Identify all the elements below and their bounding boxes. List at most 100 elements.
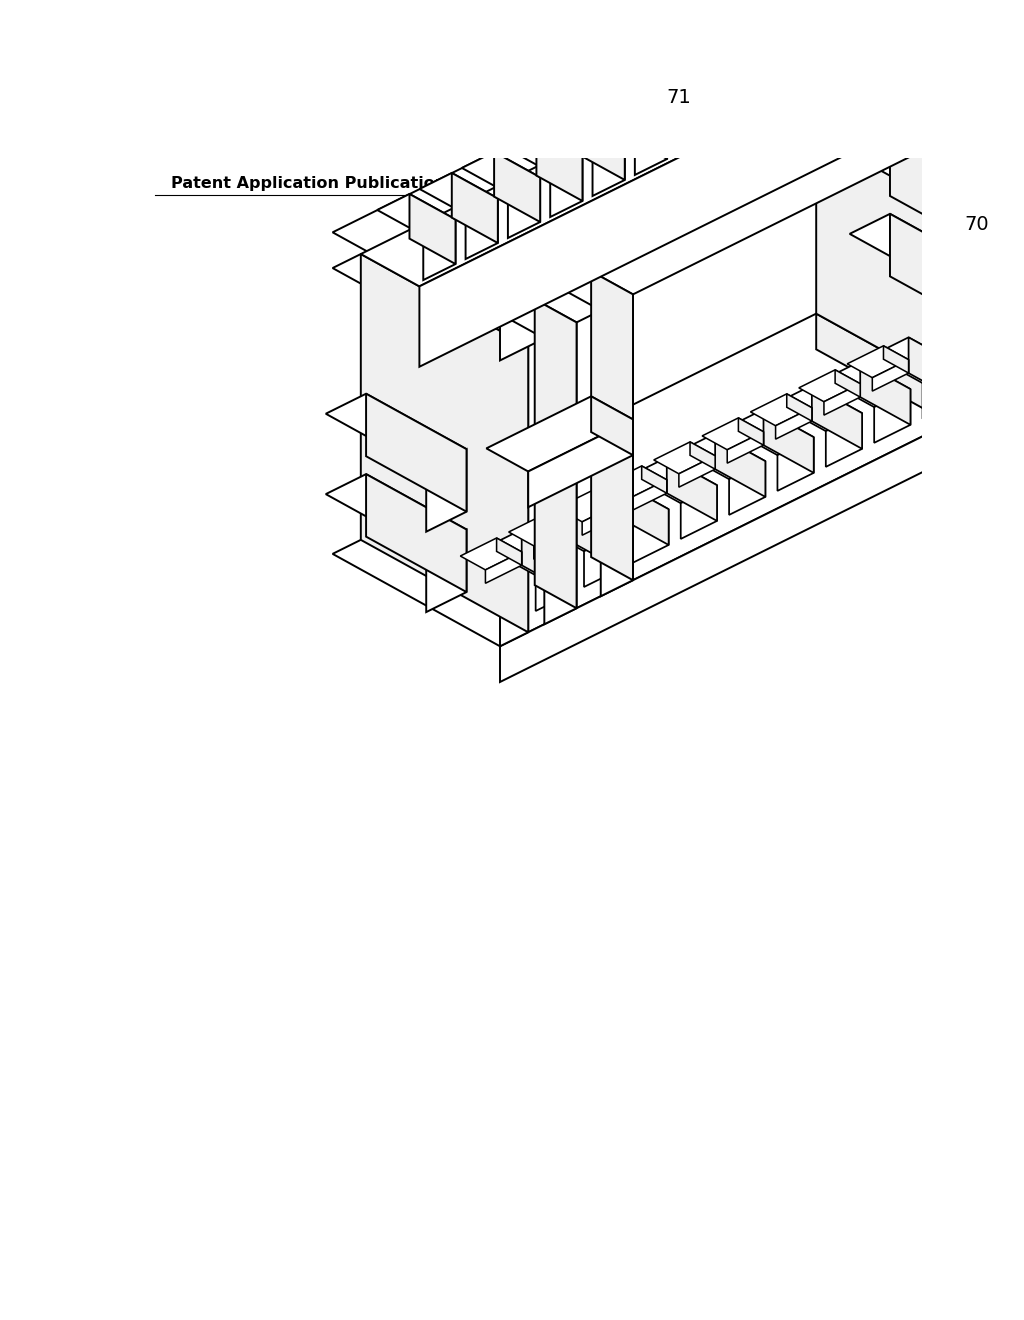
Polygon shape	[579, 110, 625, 180]
Polygon shape	[547, 110, 625, 152]
Polygon shape	[500, 84, 984, 360]
Polygon shape	[377, 194, 456, 235]
Polygon shape	[452, 173, 498, 243]
Polygon shape	[738, 418, 764, 445]
Polygon shape	[621, 88, 667, 158]
Text: Patent Application Publication: Patent Application Publication	[171, 176, 445, 191]
Polygon shape	[426, 449, 467, 532]
Polygon shape	[850, 133, 990, 209]
Polygon shape	[681, 486, 717, 539]
Polygon shape	[950, 189, 990, 272]
Polygon shape	[618, 482, 669, 545]
Polygon shape	[360, 253, 528, 632]
Polygon shape	[591, 396, 633, 455]
Polygon shape	[791, 5, 837, 75]
Polygon shape	[420, 74, 847, 367]
Polygon shape	[702, 418, 764, 450]
Polygon shape	[503, 300, 577, 338]
Polygon shape	[631, 67, 710, 110]
Polygon shape	[584, 533, 621, 587]
Polygon shape	[727, 409, 814, 455]
Polygon shape	[495, 152, 540, 222]
Polygon shape	[890, 214, 990, 331]
Text: 70: 70	[965, 215, 989, 234]
Polygon shape	[825, 413, 862, 467]
Polygon shape	[557, 490, 618, 521]
Polygon shape	[635, 115, 667, 176]
Polygon shape	[633, 510, 669, 562]
Polygon shape	[762, 51, 794, 112]
Polygon shape	[500, 346, 528, 647]
Polygon shape	[326, 393, 467, 469]
Polygon shape	[583, 504, 618, 535]
Polygon shape	[535, 300, 577, 609]
Polygon shape	[559, 272, 633, 310]
Polygon shape	[824, 384, 860, 414]
Polygon shape	[664, 67, 710, 137]
Polygon shape	[333, 0, 984, 325]
Polygon shape	[748, 26, 794, 96]
Polygon shape	[326, 474, 467, 549]
Text: US 2011/0316389 A1: US 2011/0316389 A1	[710, 176, 880, 191]
Polygon shape	[884, 346, 908, 374]
Polygon shape	[466, 198, 498, 259]
Polygon shape	[593, 490, 618, 517]
Polygon shape	[601, 294, 633, 597]
Polygon shape	[764, 409, 814, 473]
Polygon shape	[716, 26, 794, 67]
Polygon shape	[653, 442, 715, 474]
Polygon shape	[426, 529, 467, 612]
Polygon shape	[706, 46, 752, 117]
Polygon shape	[545, 513, 570, 541]
Polygon shape	[583, 482, 669, 527]
Polygon shape	[690, 442, 715, 469]
Polygon shape	[677, 94, 710, 154]
Polygon shape	[775, 385, 862, 432]
Polygon shape	[804, 30, 837, 91]
Polygon shape	[777, 437, 814, 491]
Polygon shape	[504, 131, 583, 173]
Polygon shape	[333, 253, 528, 360]
Polygon shape	[631, 479, 667, 511]
Polygon shape	[667, 458, 717, 521]
Polygon shape	[923, 366, 958, 418]
Polygon shape	[528, 420, 633, 507]
Polygon shape	[836, 370, 860, 397]
Text: Dec. 29, 2011  Sheet 8 of 12: Dec. 29, 2011 Sheet 8 of 12	[480, 176, 711, 191]
Polygon shape	[679, 455, 715, 487]
Polygon shape	[812, 385, 862, 449]
Polygon shape	[816, 0, 984, 120]
Polygon shape	[775, 408, 812, 440]
Polygon shape	[485, 529, 572, 576]
Polygon shape	[715, 433, 765, 496]
Polygon shape	[642, 466, 667, 494]
Polygon shape	[534, 506, 621, 552]
Polygon shape	[360, 42, 847, 286]
Polygon shape	[799, 370, 860, 401]
Polygon shape	[570, 506, 621, 569]
Polygon shape	[950, 269, 990, 352]
Polygon shape	[847, 346, 908, 378]
Polygon shape	[727, 432, 764, 463]
Polygon shape	[545, 322, 577, 624]
Polygon shape	[850, 214, 990, 289]
Polygon shape	[589, 88, 667, 131]
Polygon shape	[872, 338, 958, 383]
Polygon shape	[874, 389, 910, 442]
Polygon shape	[536, 557, 572, 611]
Polygon shape	[485, 552, 521, 583]
Polygon shape	[486, 396, 633, 471]
Polygon shape	[367, 474, 467, 593]
Polygon shape	[890, 133, 990, 251]
Polygon shape	[679, 433, 765, 479]
Polygon shape	[367, 393, 467, 512]
Polygon shape	[955, 120, 984, 420]
Polygon shape	[534, 528, 570, 560]
Text: FIG. 7A: FIG. 7A	[403, 285, 550, 319]
Polygon shape	[816, 28, 984, 407]
Polygon shape	[423, 219, 456, 280]
Polygon shape	[508, 177, 540, 238]
Polygon shape	[788, 42, 847, 154]
Polygon shape	[550, 156, 583, 216]
Polygon shape	[860, 362, 910, 425]
